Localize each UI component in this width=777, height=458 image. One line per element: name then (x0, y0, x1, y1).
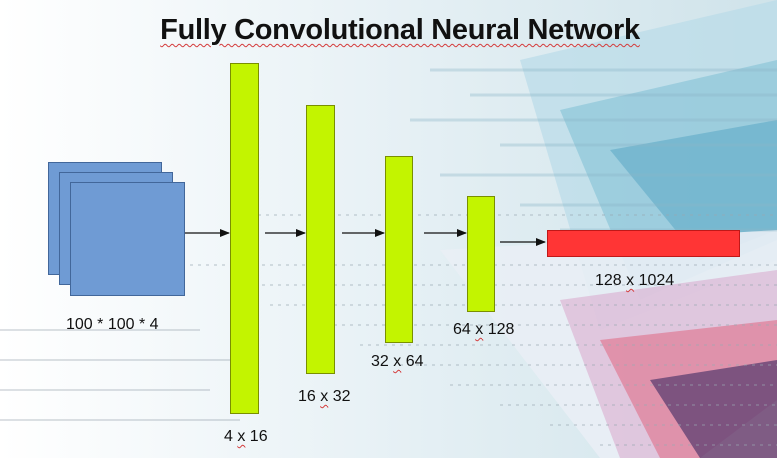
layer-1-label: 4 x 16 (224, 428, 268, 445)
layer-3-label: 32 x 64 (371, 353, 424, 370)
input-plane-front (70, 182, 185, 296)
output-label: 128 x 1024 (595, 272, 675, 289)
layer-3 (385, 156, 413, 343)
layer-2-label: 16 x 32 (298, 388, 351, 405)
layer-1 (230, 63, 259, 414)
page-title: Fully Convolutional Neural Network (160, 14, 640, 46)
layer-4 (467, 196, 495, 312)
input-label: 100 * 100 * 4 (66, 316, 159, 333)
layer-4-label: 64 x 128 (453, 321, 515, 338)
output-layer (547, 230, 740, 257)
layer-2 (306, 105, 335, 374)
